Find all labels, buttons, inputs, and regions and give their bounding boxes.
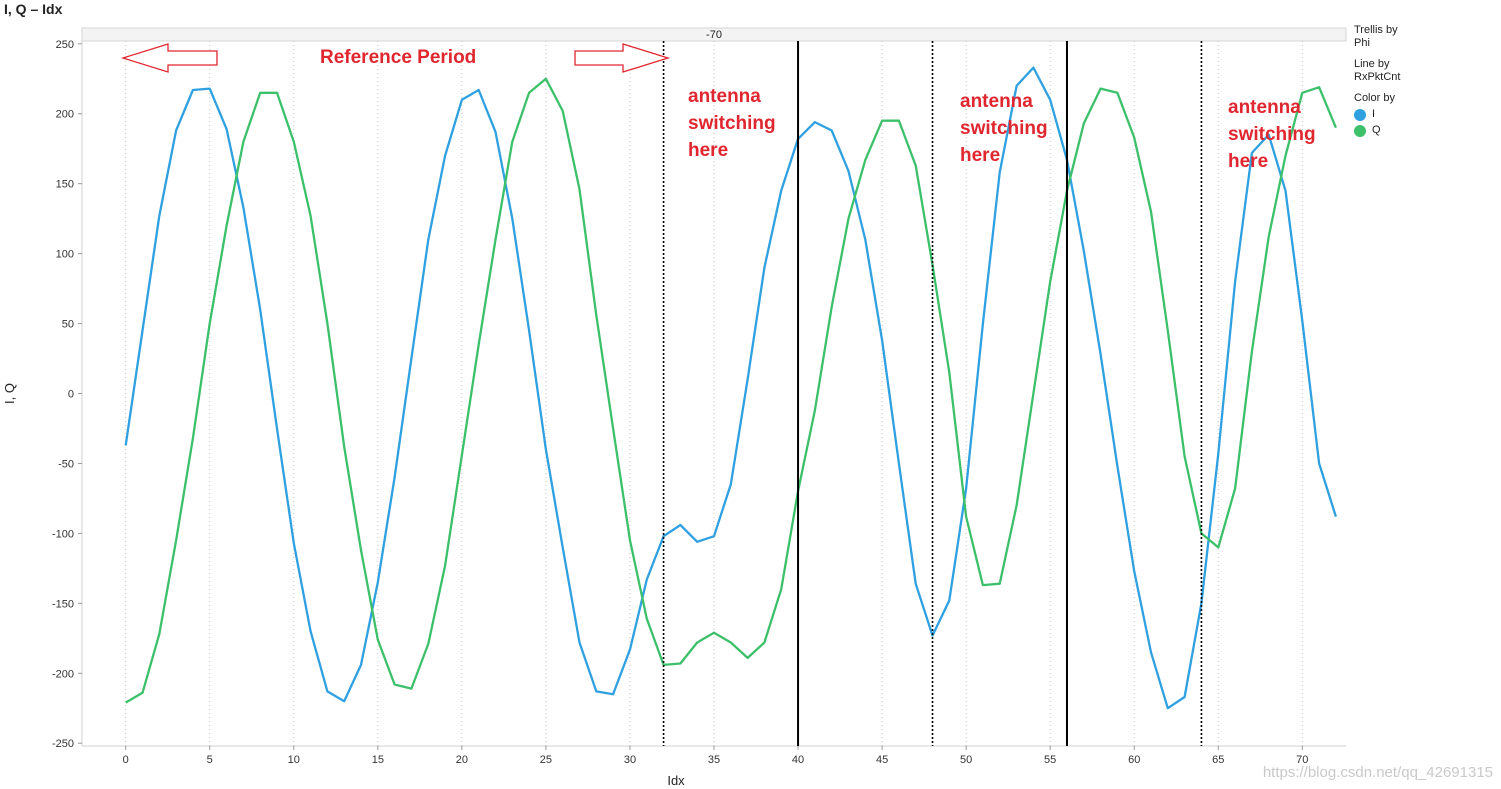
x-tick-label: 20	[456, 754, 468, 766]
legend-item-label: I	[1372, 108, 1376, 120]
y-tick-label: -150	[52, 598, 74, 610]
antenna-switching-label: antenna	[688, 86, 761, 107]
y-tick-label: 150	[56, 179, 74, 191]
line-value: RxPktCnt	[1354, 71, 1401, 83]
y-tick-label: -200	[52, 668, 74, 680]
trellis-header-label: -70	[706, 29, 722, 41]
x-tick-label: 15	[372, 754, 384, 766]
legend-item-i[interactable]: I	[1354, 108, 1400, 121]
line-label: Line by	[1354, 58, 1390, 70]
x-axis-title: Idx	[667, 773, 685, 788]
y-tick-label: -50	[58, 458, 74, 470]
legend-item-q[interactable]: Q	[1354, 124, 1400, 137]
series-i-swatch-icon	[1354, 108, 1366, 121]
antenna-switching-label: switching	[1228, 124, 1316, 145]
x-tick-label: 10	[288, 754, 300, 766]
y-tick-label: -250	[52, 738, 74, 750]
y-tick-label: 0	[68, 389, 74, 401]
x-tick-label: 70	[1296, 754, 1308, 766]
right-arrow-icon	[574, 43, 671, 73]
x-tick-label: 35	[708, 754, 720, 766]
x-tick-label: 5	[207, 754, 213, 766]
line-legend[interactable]: Line by RxPktCnt	[1354, 58, 1400, 84]
legend-panel: Trellis by Phi Line by RxPktCnt Color by…	[1354, 24, 1400, 145]
antenna-switching-label: switching	[688, 113, 776, 134]
y-tick-label: 250	[56, 39, 74, 51]
reference-period-label: Reference Period	[320, 47, 476, 68]
left-arrow-icon	[120, 43, 218, 73]
y-tick-label: 50	[62, 319, 74, 331]
x-tick-label: 25	[540, 754, 552, 766]
series-q-swatch-icon	[1354, 124, 1366, 137]
color-label: Color by	[1354, 92, 1395, 104]
y-axis-title: I, Q	[2, 383, 17, 404]
antenna-switching-label: antenna	[1228, 97, 1301, 118]
color-legend: Color by I Q	[1354, 92, 1400, 137]
antenna-switching-label: here	[960, 145, 1000, 166]
y-tick-label: 100	[56, 249, 74, 261]
x-tick-label: 30	[624, 754, 636, 766]
x-tick-label: 65	[1212, 754, 1224, 766]
x-tick-label: 60	[1128, 754, 1140, 766]
x-tick-label: 0	[123, 754, 129, 766]
x-tick-label: 45	[876, 754, 888, 766]
chart-title: I, Q – Idx	[4, 1, 63, 17]
antenna-switching-label: here	[1228, 151, 1268, 172]
trellis-label: Trellis by	[1354, 24, 1398, 36]
trellis-legend[interactable]: Trellis by Phi	[1354, 24, 1400, 50]
x-tick-label: 40	[792, 754, 804, 766]
series-line-i	[124, 66, 1337, 710]
legend-item-label: Q	[1372, 124, 1381, 136]
x-tick-label: 55	[1044, 754, 1056, 766]
watermark: https://blog.csdn.net/qq_42691315	[1262, 764, 1493, 781]
antenna-switching-label: switching	[960, 118, 1048, 139]
series-line-q	[125, 77, 1337, 704]
y-tick-label: -100	[52, 528, 74, 540]
x-tick-label: 50	[960, 754, 972, 766]
y-tick-label: 200	[56, 109, 74, 121]
antenna-switching-label: here	[688, 140, 728, 161]
trellis-value: Phi	[1354, 37, 1370, 49]
antenna-switching-label: antenna	[960, 91, 1033, 112]
